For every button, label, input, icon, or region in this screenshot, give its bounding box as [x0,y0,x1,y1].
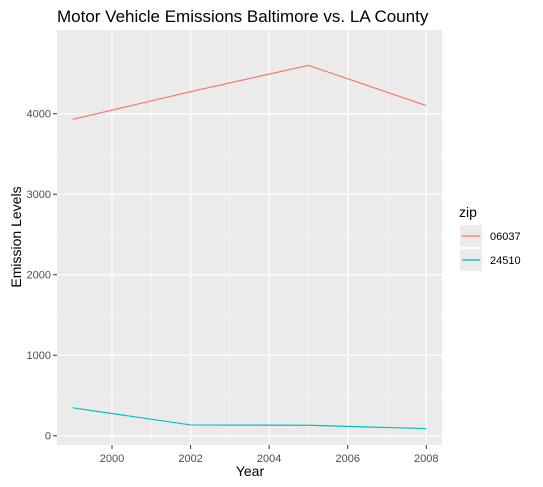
x-tick-label: 2006 [335,453,359,465]
x-axis-title: Year [236,463,265,479]
x-tick-label: 2002 [178,453,202,465]
y-tick-label: 3000 [27,189,51,201]
x-tick-label: 2008 [414,453,438,465]
y-tick-label: 2000 [27,270,51,282]
plot-panel [57,30,442,445]
legend-title: zip [459,204,477,220]
y-axis-title: Emission Levels [8,186,24,287]
legend-label-06037: 06037 [490,231,521,243]
legend-label-24510: 24510 [490,255,521,267]
series-lines [72,64,427,430]
legend-key-06037 [460,225,482,247]
minor-gridlines [57,30,442,445]
y-axis-ticks: 0 1000 2000 3000 4000 [27,109,57,443]
legend: zip 06037 24510 [459,204,521,271]
x-tick-label: 2000 [100,453,124,465]
y-tick-label: 0 [45,431,51,443]
x-axis-ticks: 2000 2002 2004 2006 2008 [100,445,439,465]
legend-items: 06037 24510 [460,225,521,271]
major-gridlines [57,30,442,445]
series-line-24510 [72,407,427,430]
x-tick-label: 2004 [257,453,281,465]
legend-key-24510 [460,249,482,271]
y-tick-label: 4000 [27,109,51,121]
chart-title: Motor Vehicle Emissions Baltimore vs. LA… [57,7,429,26]
y-tick-label: 1000 [27,350,51,362]
series-line-06037 [72,64,427,120]
